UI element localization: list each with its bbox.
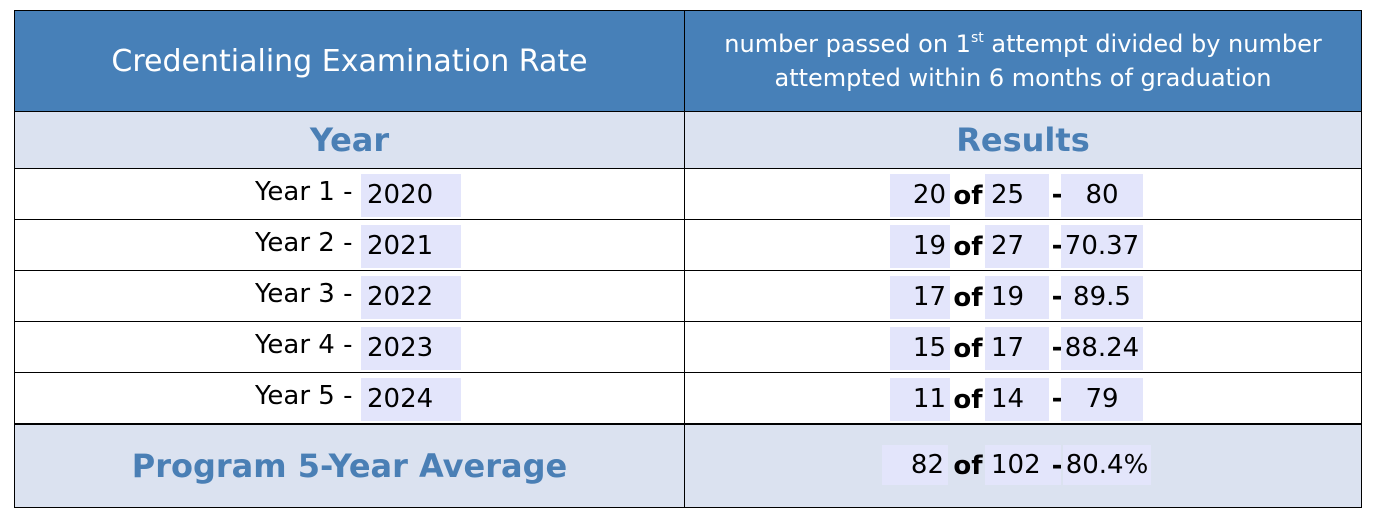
dash-separator: -: [1051, 384, 1063, 414]
year-label: Year 1 -: [255, 177, 353, 207]
year-label: Year 5 -: [255, 381, 353, 411]
year-label: Year 2 -: [255, 228, 353, 258]
description-suffix: attempt divided by number attempted with…: [774, 30, 1322, 92]
passed-field[interactable]: 11: [890, 378, 950, 421]
results-cell: 20 of 25 - 80: [685, 169, 1361, 219]
attempted-field[interactable]: 17: [985, 327, 1049, 370]
table-description: number passed on 1st attempt divided by …: [685, 11, 1361, 111]
of-label: of: [953, 181, 983, 211]
table-title: Credentialing Examination Rate: [15, 11, 685, 111]
results-cell: 19 of 27 - 70.37: [685, 220, 1361, 270]
dash-separator: -: [1051, 451, 1063, 481]
year-label: Year 3 -: [255, 279, 353, 309]
year-value-field[interactable]: 2022: [361, 276, 461, 319]
year-column-header: Year: [15, 112, 685, 168]
attempted-field[interactable]: 27: [985, 225, 1049, 268]
results-cell: 11 of 14 - 79: [685, 373, 1361, 423]
year-value-field[interactable]: 2023: [361, 327, 461, 370]
passed-field[interactable]: 19: [890, 225, 950, 268]
table-row: Year 1 - 2020 20 of 25 - 80: [15, 169, 1361, 220]
rate-field[interactable]: 70.37: [1061, 225, 1143, 268]
of-label: of: [953, 283, 983, 313]
average-row: Program 5-Year Average 82 of 102 - 80.4%: [15, 424, 1361, 507]
year-cell: Year 2 - 2021: [15, 220, 685, 270]
attempted-field[interactable]: 14: [985, 378, 1049, 421]
rate-field[interactable]: 88.24: [1061, 327, 1143, 370]
description-prefix: number passed on 1: [724, 30, 971, 58]
of-label: of: [953, 451, 983, 481]
year-value-field[interactable]: 2020: [361, 174, 461, 217]
year-label: Year 4 -: [255, 330, 353, 360]
table-row: Year 3 - 2022 17 of 19 - 89.5: [15, 271, 1361, 322]
rate-field[interactable]: 79: [1061, 378, 1143, 421]
passed-field[interactable]: 20: [890, 174, 950, 217]
description-superscript: st: [970, 30, 984, 46]
of-label: of: [953, 334, 983, 364]
dash-separator: -: [1051, 282, 1063, 312]
table-header-row: Credentialing Examination Rate number pa…: [15, 11, 1361, 112]
dash-separator: -: [1051, 231, 1063, 261]
average-passed-field[interactable]: 82: [882, 445, 948, 485]
column-header-row: Year Results: [15, 112, 1361, 169]
results-cell: 15 of 17 - 88.24: [685, 322, 1361, 372]
attempted-field[interactable]: 19: [985, 276, 1049, 319]
year-cell: Year 1 - 2020: [15, 169, 685, 219]
average-results-cell: 82 of 102 - 80.4%: [685, 425, 1361, 507]
average-label: Program 5-Year Average: [15, 425, 685, 507]
year-cell: Year 5 - 2024: [15, 373, 685, 423]
of-label: of: [953, 385, 983, 415]
year-cell: Year 4 - 2023: [15, 322, 685, 372]
average-rate-field[interactable]: 80.4%: [1063, 445, 1151, 485]
table-row: Year 4 - 2023 15 of 17 - 88.24: [15, 322, 1361, 373]
dash-separator: -: [1051, 333, 1063, 363]
passed-field[interactable]: 17: [890, 276, 950, 319]
year-value-field[interactable]: 2024: [361, 378, 461, 421]
rate-field[interactable]: 80: [1061, 174, 1143, 217]
passed-field[interactable]: 15: [890, 327, 950, 370]
results-cell: 17 of 19 - 89.5: [685, 271, 1361, 321]
of-label: of: [953, 232, 983, 262]
year-cell: Year 3 - 2022: [15, 271, 685, 321]
table-row: Year 2 - 2021 19 of 27 - 70.37: [15, 220, 1361, 271]
dash-separator: -: [1051, 180, 1063, 210]
table-row: Year 5 - 2024 11 of 14 - 79: [15, 373, 1361, 424]
average-attempted-field[interactable]: 102: [985, 445, 1061, 485]
rate-field[interactable]: 89.5: [1061, 276, 1143, 319]
attempted-field[interactable]: 25: [985, 174, 1049, 217]
year-value-field[interactable]: 2021: [361, 225, 461, 268]
results-column-header: Results: [956, 121, 1090, 159]
credentialing-exam-table: Credentialing Examination Rate number pa…: [14, 10, 1362, 508]
